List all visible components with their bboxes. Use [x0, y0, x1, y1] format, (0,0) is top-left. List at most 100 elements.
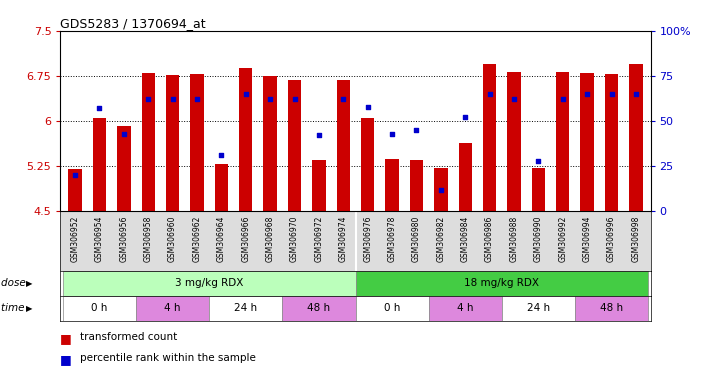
Text: 4 h: 4 h — [164, 303, 181, 313]
Text: GSM306972: GSM306972 — [314, 216, 324, 262]
Point — [459, 114, 471, 121]
Point — [70, 172, 81, 178]
Text: ▶: ▶ — [26, 279, 33, 288]
Point — [240, 91, 252, 97]
Bar — [63, 296, 136, 321]
Bar — [556, 72, 570, 211]
Bar — [629, 64, 643, 211]
Bar — [209, 296, 282, 321]
Bar — [429, 296, 502, 321]
Point — [94, 105, 105, 111]
Text: GSM306998: GSM306998 — [631, 216, 641, 262]
Text: 0 h: 0 h — [384, 303, 400, 313]
Bar — [63, 271, 356, 296]
Text: ■: ■ — [60, 353, 76, 366]
Bar — [191, 74, 203, 211]
Text: GSM306954: GSM306954 — [95, 216, 104, 262]
Point — [484, 91, 496, 97]
Text: 4 h: 4 h — [457, 303, 474, 313]
Bar — [68, 169, 82, 211]
Text: GSM306990: GSM306990 — [534, 216, 543, 262]
Bar — [239, 68, 252, 211]
Point — [289, 96, 300, 103]
Text: transformed count: transformed count — [80, 332, 178, 342]
Text: 0 h: 0 h — [91, 303, 107, 313]
Bar — [410, 160, 423, 211]
Bar — [575, 296, 648, 321]
Text: percentile rank within the sample: percentile rank within the sample — [80, 353, 256, 363]
Text: GSM306982: GSM306982 — [437, 216, 445, 262]
Text: GSM306974: GSM306974 — [339, 216, 348, 262]
Point — [118, 131, 129, 137]
Text: GSM306976: GSM306976 — [363, 216, 372, 262]
Bar — [288, 80, 301, 211]
Text: GSM306996: GSM306996 — [607, 216, 616, 262]
Text: GSM306978: GSM306978 — [387, 216, 397, 262]
Text: GSM306956: GSM306956 — [119, 216, 129, 262]
Bar — [356, 271, 648, 296]
Point — [264, 96, 276, 103]
Text: 18 mg/kg RDX: 18 mg/kg RDX — [464, 278, 540, 288]
Bar — [502, 296, 575, 321]
Text: 3 mg/kg RDX: 3 mg/kg RDX — [175, 278, 243, 288]
Text: GSM306968: GSM306968 — [266, 216, 274, 262]
Point — [338, 96, 349, 103]
Bar — [532, 168, 545, 211]
Point — [386, 131, 397, 137]
Bar — [282, 296, 356, 321]
Bar — [361, 118, 375, 211]
Point — [362, 103, 373, 109]
Bar — [312, 160, 326, 211]
Bar — [336, 80, 350, 211]
Text: time: time — [1, 303, 28, 313]
Text: GSM306980: GSM306980 — [412, 216, 421, 262]
Text: dose: dose — [1, 278, 28, 288]
Text: GSM306960: GSM306960 — [168, 216, 177, 262]
Bar — [136, 296, 209, 321]
Text: GDS5283 / 1370694_at: GDS5283 / 1370694_at — [60, 17, 206, 30]
Bar — [434, 169, 447, 211]
Bar — [264, 76, 277, 211]
Text: GSM306984: GSM306984 — [461, 216, 470, 262]
Text: GSM306952: GSM306952 — [70, 216, 80, 262]
Text: GSM306994: GSM306994 — [582, 216, 592, 262]
Point — [191, 96, 203, 103]
Point — [411, 127, 422, 133]
Point — [557, 96, 569, 103]
Text: 24 h: 24 h — [527, 303, 550, 313]
Text: GSM306988: GSM306988 — [510, 216, 518, 262]
Text: ▶: ▶ — [26, 304, 33, 313]
Text: GSM306986: GSM306986 — [485, 216, 494, 262]
Point — [142, 96, 154, 103]
Bar — [459, 143, 472, 211]
Bar — [166, 74, 179, 211]
Text: GSM306962: GSM306962 — [193, 216, 201, 262]
Point — [508, 96, 520, 103]
Text: 48 h: 48 h — [307, 303, 331, 313]
Point — [582, 91, 593, 97]
Bar — [141, 73, 155, 211]
Point — [215, 152, 227, 158]
Point — [533, 157, 544, 164]
Point — [314, 132, 325, 139]
Text: 24 h: 24 h — [234, 303, 257, 313]
Bar — [508, 72, 520, 211]
Text: GSM306992: GSM306992 — [558, 216, 567, 262]
Bar — [215, 164, 228, 211]
Point — [606, 91, 617, 97]
Bar — [117, 126, 131, 211]
Bar — [92, 118, 106, 211]
Text: GSM306966: GSM306966 — [241, 216, 250, 262]
Text: GSM306970: GSM306970 — [290, 216, 299, 262]
Point — [630, 91, 641, 97]
Bar — [605, 74, 619, 211]
Bar — [385, 159, 399, 211]
Text: ■: ■ — [60, 332, 76, 345]
Bar — [483, 64, 496, 211]
Text: GSM306964: GSM306964 — [217, 216, 226, 262]
Bar — [356, 296, 429, 321]
Text: GSM306958: GSM306958 — [144, 216, 153, 262]
Point — [167, 96, 178, 103]
Text: 48 h: 48 h — [600, 303, 623, 313]
Point — [435, 187, 447, 193]
